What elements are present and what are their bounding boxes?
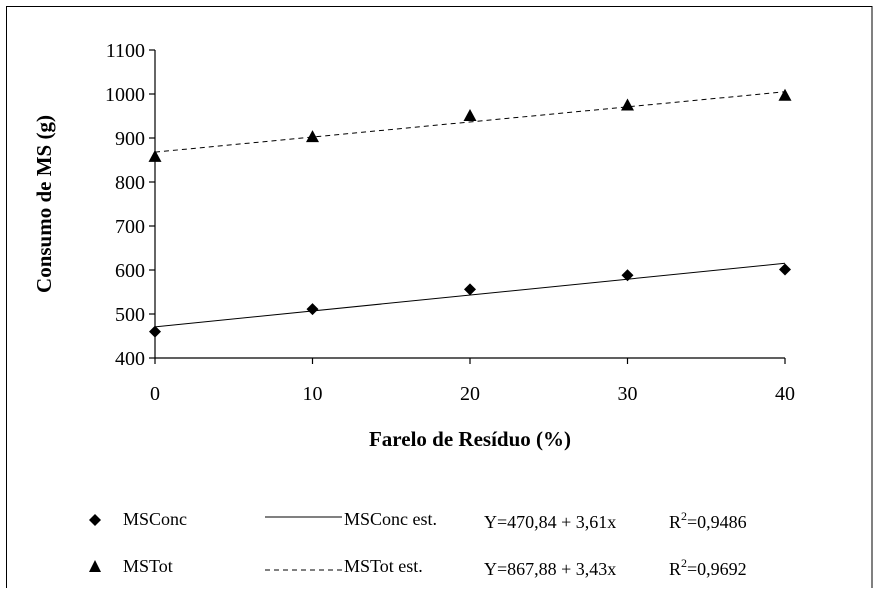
y-tick-label: 400	[115, 348, 145, 370]
r2-symbol: R	[669, 559, 681, 579]
x-tick-label: 0	[150, 383, 160, 405]
legend-row-mstot: MSTot MSTot est. Y=867,88 + 3,43x R2=0,9…	[89, 556, 747, 579]
legend: MSConc MSConc est. Y=470,84 + 3,61x R2=0…	[89, 509, 747, 579]
r2-superscript: 2	[681, 509, 687, 523]
legend-label-mstot: MSTot	[123, 556, 173, 576]
msconc-data-point	[621, 269, 634, 282]
x-tick-label: 20	[460, 383, 480, 405]
msconc-data-point	[779, 263, 791, 276]
y-ticks: 400 500 600 700 800 900 1000 1100	[105, 40, 155, 370]
legend-row-msconc: MSConc MSConc est. Y=470,84 + 3,61x R2=0…	[89, 509, 747, 532]
r2-superscript: 2	[681, 556, 687, 570]
data-markers	[148, 88, 792, 338]
legend-r2-mstot: R2=0,9692	[669, 556, 747, 579]
r2-symbol: R	[669, 512, 681, 532]
y-tick-label: 700	[115, 216, 145, 238]
msconc-data-point	[306, 303, 319, 316]
y-axis-title: Consumo de MS (g)	[32, 115, 56, 293]
legend-triangle-marker	[89, 560, 101, 572]
mstot-data-point	[148, 149, 162, 162]
x-tick-label: 10	[303, 383, 323, 405]
x-tick-label: 30	[618, 383, 638, 405]
y-tick-label: 500	[115, 304, 145, 326]
r2-value: =0,9486	[687, 512, 747, 532]
legend-label-mstot-est: MSTot est.	[344, 556, 423, 576]
msconc-data-point	[149, 325, 161, 338]
x-axis-title: Farelo de Resíduo (%)	[369, 427, 571, 451]
y-tick-label: 1100	[106, 40, 145, 62]
fit-line-mstot	[154, 91, 786, 153]
legend-equation-msconc: Y=470,84 + 3,61x	[484, 512, 616, 532]
axes	[154, 50, 785, 359]
mstot-data-point	[306, 130, 319, 143]
r2-value: =0,9692	[687, 559, 747, 579]
y-tick-label: 900	[115, 128, 145, 150]
x-ticks: 0 10 20 30 40	[150, 358, 795, 405]
y-tick-label: 800	[115, 172, 145, 194]
legend-r2-msconc: R2=0,9486	[669, 509, 747, 532]
legend-equation-mstot: Y=867,88 + 3,43x	[484, 559, 616, 579]
legend-label-msconc-est: MSConc est.	[344, 509, 437, 529]
legend-label-msconc: MSConc	[123, 509, 187, 529]
legend-diamond-marker	[89, 514, 101, 526]
mstot-data-point	[621, 98, 634, 111]
y-tick-label: 1000	[105, 84, 145, 106]
mstot-data-point	[463, 109, 477, 121]
mstot-data-point	[778, 88, 792, 101]
msconc-data-point	[464, 283, 476, 296]
x-tick-label: 40	[775, 383, 795, 405]
chart-frame	[6, 6, 873, 588]
y-tick-label: 600	[115, 260, 145, 282]
